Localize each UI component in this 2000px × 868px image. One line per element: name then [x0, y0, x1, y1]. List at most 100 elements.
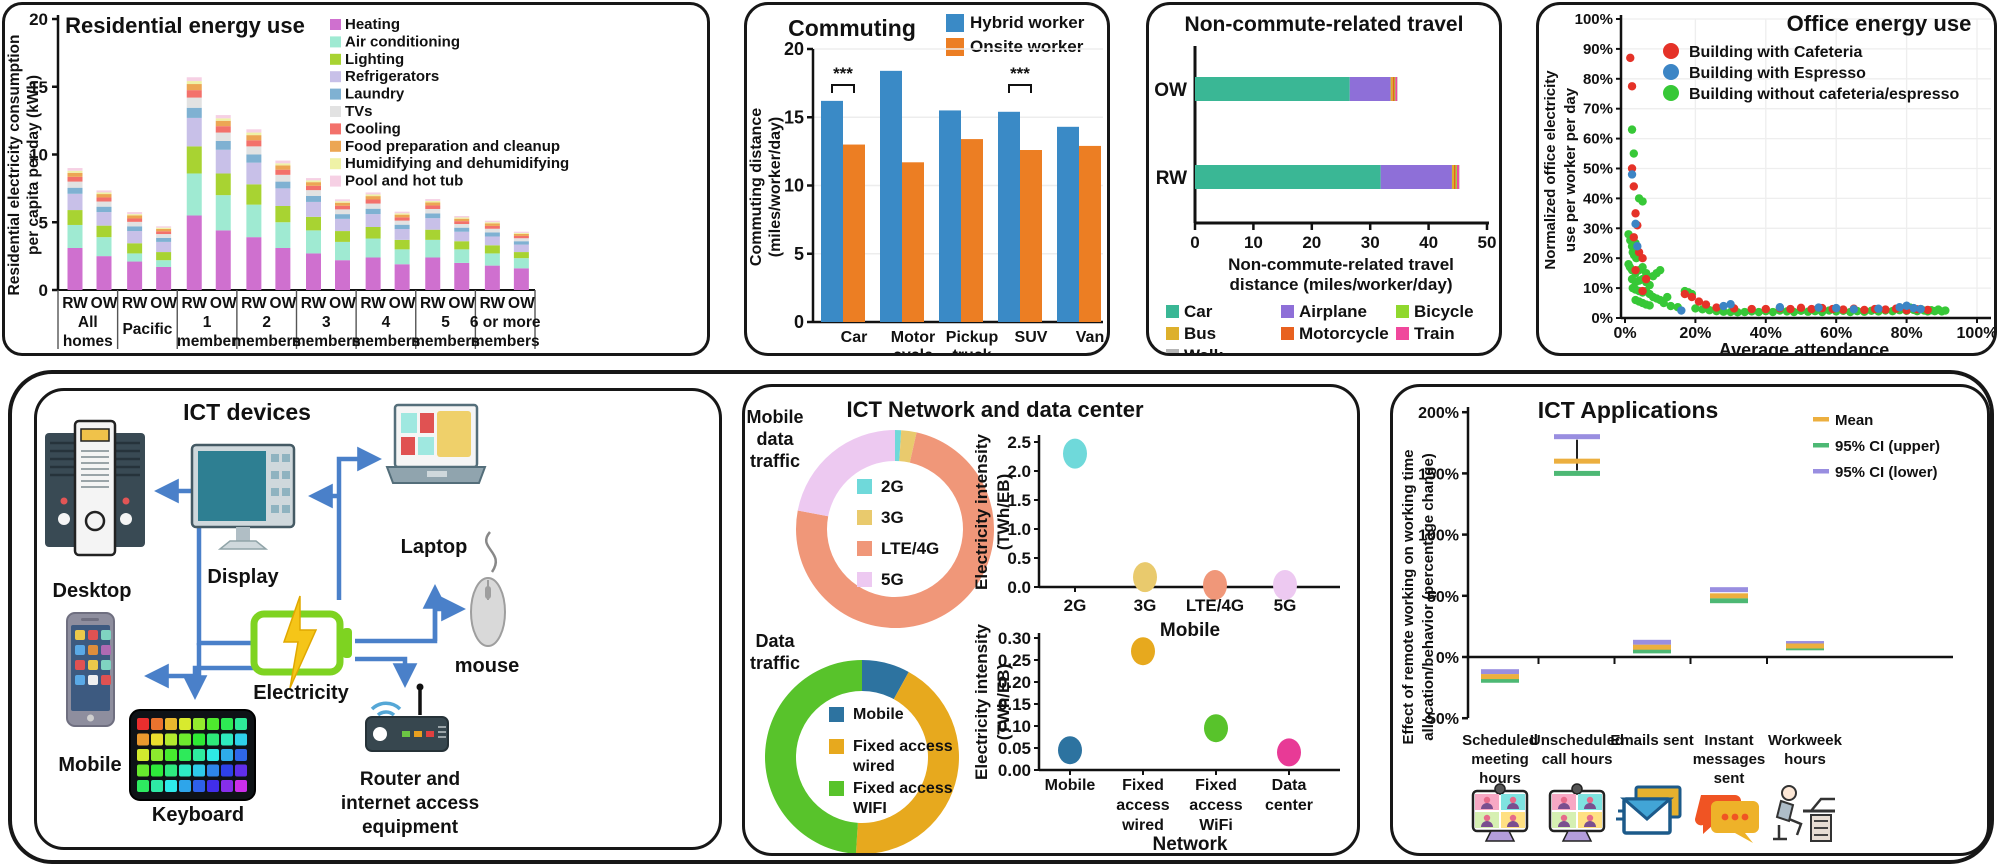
ict-devices-title: ICT devices [183, 399, 311, 425]
dotplot2-ylabel: Electricity intensity [972, 624, 991, 780]
bar-sublabel: OW [329, 295, 356, 312]
bar-segment [275, 169, 291, 175]
bar-segment [335, 205, 350, 210]
group-label: homes [63, 333, 113, 350]
bar-segment [186, 117, 202, 147]
bar-segment [1380, 165, 1452, 189]
y-axis-label: use per worker per day [1562, 87, 1579, 252]
y-axis-label: per capita per day (kWh) [25, 75, 42, 255]
group-label: members [411, 333, 480, 350]
bar-segment [275, 160, 291, 164]
legend-label: Lighting [345, 51, 404, 68]
bar-segment [1392, 77, 1395, 101]
bar-segment [127, 215, 143, 219]
bar-segment [127, 221, 143, 227]
app-square [282, 471, 290, 479]
panel-ict-apps: ICT Applications Mean 95% CI (upper) 95% C… [1390, 384, 1990, 856]
key [221, 749, 233, 761]
scatter-point [1701, 300, 1711, 309]
ict-network-title: ICT Network and data center [846, 397, 1144, 422]
person-legs [1788, 817, 1803, 836]
bar-segment [186, 84, 202, 91]
scatter-point [1687, 292, 1697, 302]
tile [420, 413, 434, 433]
y-axis-label: Effect of remote working on working time [1400, 449, 1417, 744]
bar-segment [1395, 77, 1398, 101]
legend-swatch [1166, 327, 1179, 340]
video-meeting-icon [1471, 783, 1529, 842]
bar-segment [425, 239, 441, 258]
scatter-point [1629, 233, 1638, 242]
donut2-legend-swatch [829, 707, 844, 722]
dot-marker [1133, 562, 1157, 593]
bar-segment [215, 149, 231, 174]
bar-segment [67, 193, 83, 211]
bar-sublabel: OW [508, 295, 535, 312]
bar-segment [186, 107, 202, 118]
y-axis-label: Residential electricity consumption [6, 35, 23, 296]
group-label: member [177, 333, 237, 350]
person-head [1781, 785, 1797, 801]
bar-segment [513, 233, 529, 236]
legend-swatch [1396, 305, 1409, 318]
x-category-label: Fixed [1122, 777, 1164, 794]
scatter-point [1638, 254, 1647, 263]
bar-segment [96, 197, 112, 202]
person-head [1586, 796, 1594, 804]
bar-segment [365, 194, 381, 197]
bar-segment [186, 146, 202, 174]
bar-segment [96, 237, 112, 257]
scatter-point [1895, 303, 1904, 312]
bar-segment [186, 77, 202, 82]
bar-segment [365, 238, 381, 258]
app-square [271, 488, 279, 496]
bar-segment [67, 210, 83, 225]
bar-segment [246, 135, 262, 141]
scatter-point [1656, 265, 1665, 275]
app-square [282, 488, 290, 496]
key [221, 733, 233, 746]
bar-segment [96, 194, 112, 198]
antenna-tip [416, 683, 424, 691]
key [179, 764, 191, 777]
bar-segment [335, 199, 350, 202]
stand-base [217, 540, 269, 550]
y-tick-label: 0.25 [998, 651, 1031, 670]
bar-segment [1394, 77, 1396, 101]
bar-segment [215, 126, 231, 133]
y-tick-label: 1.5 [1007, 491, 1031, 510]
y-tick-label: 5 [794, 244, 804, 264]
bar-hybrid [939, 110, 961, 322]
commuting-chart: Hybrid worker Onsite worker Commuting dist… [748, 13, 1104, 353]
bar-segment [394, 264, 410, 290]
x-category-label: WiFi [1199, 817, 1233, 834]
bar-sublabel: RW [122, 295, 148, 312]
tower-side [107, 433, 145, 547]
key [137, 749, 149, 761]
scatter-point [1638, 197, 1647, 206]
bar-segment [156, 266, 172, 290]
bar-segment [394, 224, 410, 230]
bar-segment [96, 225, 112, 238]
bar-segment [275, 222, 291, 248]
stand [1484, 830, 1516, 842]
person-body [1584, 803, 1596, 809]
commuting-title: Commuting [788, 15, 916, 41]
x-tick-label: 60% [1820, 325, 1852, 342]
person-body [1558, 821, 1570, 827]
bar-label: RW [1156, 168, 1187, 189]
residential-chart: Residential electricity consumption per c… [6, 10, 569, 350]
app-dot [75, 660, 85, 670]
bar-segment [275, 181, 291, 189]
group-label: members [351, 333, 420, 350]
display-label: Display [207, 566, 279, 588]
tile [418, 437, 434, 455]
donut2-legend-label: Fixed access [853, 780, 953, 797]
bar-sublabel: OW [210, 295, 237, 312]
home-button [87, 714, 94, 722]
x-tick-label: 0% [1613, 325, 1636, 342]
legend-swatch [330, 123, 341, 135]
legend-label: Cooling [345, 120, 401, 137]
noncommute-title: Non-commute-related travel [1184, 13, 1464, 36]
